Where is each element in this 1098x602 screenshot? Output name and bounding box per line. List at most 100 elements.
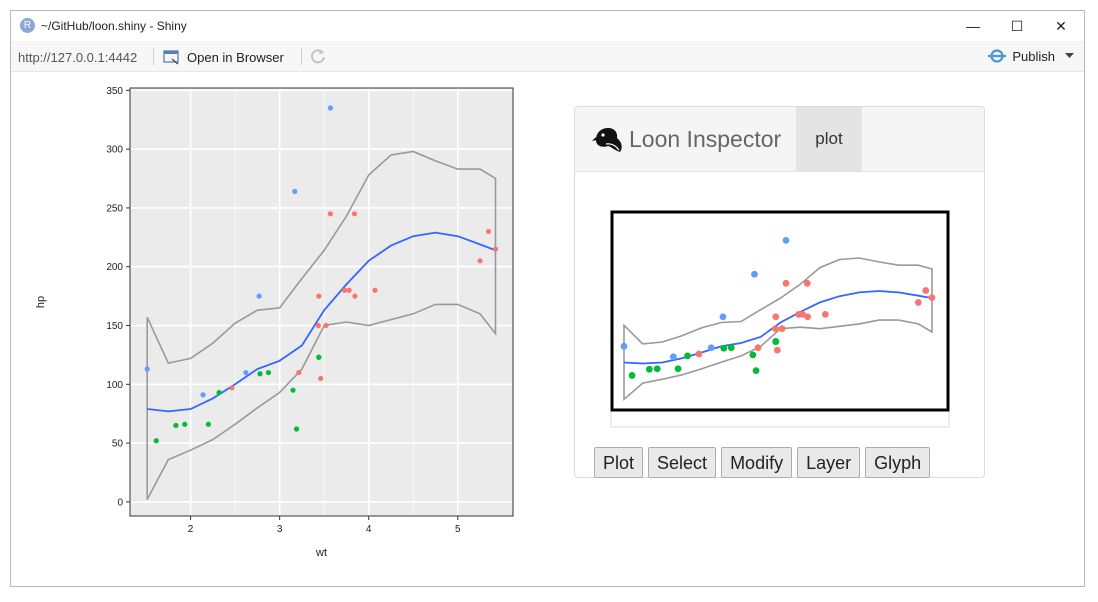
open-in-browser-label: Open in Browser bbox=[187, 49, 284, 65]
mini-data-point bbox=[799, 310, 806, 318]
x-tick-label: 5 bbox=[455, 524, 461, 535]
r-app-icon: R bbox=[20, 18, 35, 33]
mini-data-point bbox=[928, 294, 936, 302]
mini-data-point bbox=[653, 365, 661, 373]
data-point bbox=[372, 287, 378, 293]
mini-data-point bbox=[773, 346, 781, 354]
confidence-band bbox=[146, 150, 497, 500]
mini-data-point bbox=[749, 351, 757, 359]
mini-data-point bbox=[821, 310, 829, 318]
mini-data-point bbox=[772, 313, 780, 321]
mini-data-point bbox=[645, 365, 653, 373]
publish-icon bbox=[988, 49, 1007, 63]
close-button[interactable]: ✕ bbox=[1055, 18, 1067, 34]
data-point bbox=[229, 385, 235, 391]
mini-data-point bbox=[695, 350, 703, 358]
mini-data-point bbox=[751, 270, 758, 278]
inspector-header: Loon Inspector plot bbox=[575, 107, 984, 172]
tab-plot[interactable]: plot bbox=[796, 107, 862, 171]
mini-data-point bbox=[771, 325, 779, 333]
select-button[interactable]: Select bbox=[648, 447, 717, 478]
publish-label: Publish bbox=[1012, 48, 1055, 64]
x-tick-label: 2 bbox=[188, 524, 194, 535]
modify-button[interactable]: Modify bbox=[721, 447, 793, 478]
mini-data-point bbox=[782, 236, 790, 244]
data-point bbox=[477, 258, 483, 264]
world-view-viewport bbox=[610, 210, 950, 412]
data-point bbox=[200, 392, 206, 398]
mini-data-point bbox=[782, 279, 790, 287]
y-tick-label: 100 bbox=[106, 380, 123, 391]
window-title: ~/GitHub/loon.shiny - Shiny bbox=[41, 19, 187, 33]
title-bar: R ~/GitHub/loon.shiny - Shiny — ☐ ✕ bbox=[11, 11, 1084, 41]
data-point bbox=[352, 293, 358, 299]
plot-border bbox=[129, 87, 514, 517]
inspector-world-view[interactable] bbox=[610, 210, 950, 430]
mini-data-point bbox=[803, 279, 811, 287]
maximize-button[interactable]: ☐ bbox=[1010, 18, 1024, 34]
data-point bbox=[290, 387, 296, 393]
data-point bbox=[153, 438, 159, 444]
y-tick-label: 350 bbox=[106, 86, 123, 97]
y-tick-label: 0 bbox=[117, 497, 123, 508]
data-point bbox=[323, 322, 329, 329]
data-point bbox=[182, 421, 188, 427]
mini-data-point bbox=[669, 353, 677, 361]
data-point bbox=[316, 293, 322, 299]
mini-data-point bbox=[707, 344, 715, 352]
data-point bbox=[293, 426, 300, 432]
y-tick-label: 250 bbox=[106, 203, 123, 214]
url-address[interactable]: http://127.0.0.1:4442 bbox=[18, 50, 138, 65]
mini-data-point bbox=[684, 352, 691, 360]
mini-data-point bbox=[778, 325, 786, 333]
data-point bbox=[205, 421, 211, 427]
data-point bbox=[256, 293, 262, 299]
data-point bbox=[318, 375, 324, 382]
app-window: R ~/GitHub/loon.shiny - Shiny — ☐ ✕ http… bbox=[10, 10, 1085, 587]
mini-data-point bbox=[804, 313, 812, 321]
publish-button[interactable]: Publish bbox=[987, 48, 1074, 64]
loon-bird-icon bbox=[592, 128, 622, 152]
data-point bbox=[257, 371, 263, 377]
data-point bbox=[265, 369, 272, 376]
plot-panel-background bbox=[130, 88, 513, 516]
glyph-button[interactable]: Glyph bbox=[865, 447, 931, 478]
data-point bbox=[327, 211, 334, 217]
data-point bbox=[485, 228, 492, 235]
open-in-browser-button[interactable]: Open in Browser bbox=[163, 48, 284, 66]
x-tick-label: 4 bbox=[366, 524, 372, 535]
world-view-frame bbox=[610, 210, 950, 428]
mini-data-point bbox=[674, 365, 682, 373]
inspector-button-bar: Plot Select Modify Layer Glyph bbox=[594, 447, 931, 478]
refresh-icon[interactable] bbox=[309, 47, 327, 65]
mini-data-point bbox=[720, 344, 728, 352]
dropdown-arrow-icon[interactable] bbox=[1065, 53, 1074, 59]
y-tick-label: 150 bbox=[106, 321, 123, 332]
data-point bbox=[342, 287, 348, 293]
data-point bbox=[216, 389, 222, 396]
shiny-app-content: 2 3 4 5 0 50 100 150 200 250 300 350 wt hp Loon Ins… bbox=[11, 72, 1084, 586]
mini-data-point bbox=[772, 338, 780, 345]
data-point bbox=[346, 287, 352, 293]
viewer-toolbar: http://127.0.0.1:4442 Open in Browser Pu… bbox=[11, 41, 1084, 72]
data-point bbox=[243, 369, 249, 376]
data-point bbox=[315, 322, 321, 329]
inspector-title: Loon Inspector bbox=[629, 126, 782, 152]
y-tick-label: 300 bbox=[106, 145, 123, 156]
mini-data-point bbox=[752, 367, 760, 375]
browser-window-icon bbox=[163, 50, 179, 65]
data-point bbox=[292, 188, 298, 195]
x-tick-label: 3 bbox=[277, 524, 283, 535]
data-point bbox=[316, 354, 322, 360]
y-tick-label: 50 bbox=[112, 439, 124, 450]
data-point bbox=[173, 422, 179, 429]
mini-data-point bbox=[628, 372, 636, 379]
layer-button[interactable]: Layer bbox=[797, 447, 861, 478]
plot-button[interactable]: Plot bbox=[594, 447, 644, 478]
data-point bbox=[296, 369, 302, 376]
mini-confidence-band bbox=[623, 257, 933, 402]
toolbar-divider bbox=[301, 48, 302, 65]
minimize-button[interactable]: — bbox=[966, 18, 980, 34]
toolbar-divider bbox=[153, 48, 154, 65]
mini-data-point bbox=[754, 344, 762, 352]
